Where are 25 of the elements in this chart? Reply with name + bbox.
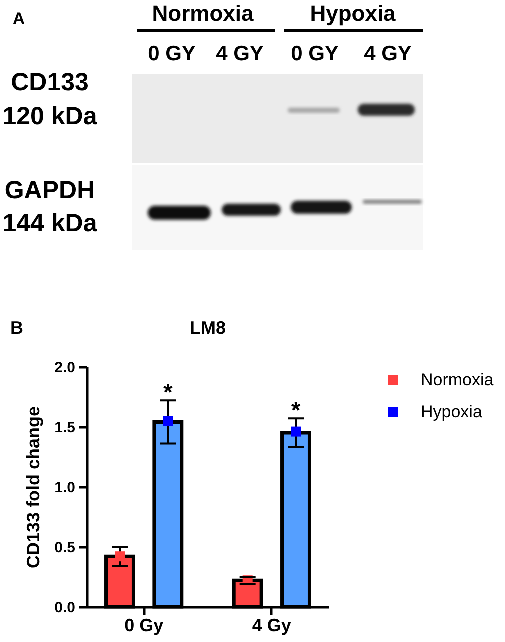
text: 0 GY <box>148 42 196 66</box>
text: 4 GY <box>364 42 412 66</box>
y-tick-label: 0.0 <box>54 600 76 616</box>
text: GAPDH <box>4 176 96 204</box>
annotation: * <box>291 398 302 425</box>
text: 4 GY <box>216 42 264 66</box>
chart-title: LM8 <box>190 318 226 338</box>
text: A <box>12 10 26 28</box>
y-tick-label: 1.5 <box>54 420 76 436</box>
text: CD133 <box>11 68 89 96</box>
text: Normoxia <box>152 1 254 26</box>
x-tick-label: 0 Gy <box>124 616 164 636</box>
y-tick-label: 2.0 <box>54 360 76 376</box>
y-tick-label: 0.5 <box>54 540 76 556</box>
y-axis-title: CD133 fold change <box>24 406 44 569</box>
text: 0 GY <box>291 42 339 66</box>
y-tick-label: 1.0 <box>54 480 76 496</box>
legend-label: Normoxia <box>421 370 494 390</box>
text: 144 kDa <box>2 210 98 238</box>
x-tick-label: 4 Gy <box>252 616 292 636</box>
text: Hypoxia <box>310 1 396 26</box>
text: 120 kDa <box>2 102 98 130</box>
annotation: * <box>163 380 174 407</box>
legend-label: Hypoxia <box>421 402 483 422</box>
text: B <box>10 318 24 338</box>
